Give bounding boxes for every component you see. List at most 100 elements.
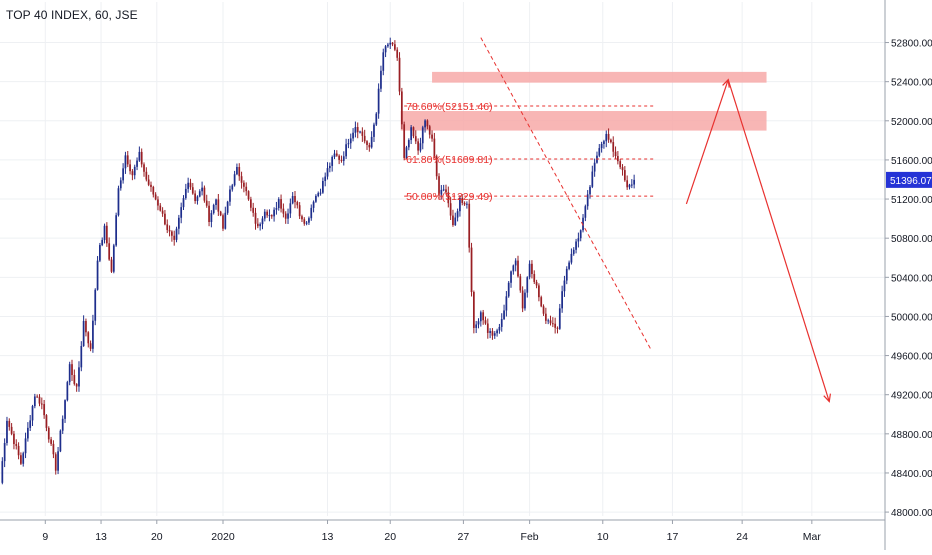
resistance-zone: [432, 71, 767, 83]
candle-body: [166, 224, 169, 230]
candle: [194, 190, 196, 204]
candle-body: [354, 127, 357, 133]
candle-body: [387, 44, 389, 47]
candle: [366, 140, 368, 150]
candle-body: [154, 194, 157, 200]
candle: [570, 248, 573, 265]
candle-body: [277, 199, 280, 209]
candle-body: [456, 211, 459, 218]
candle: [347, 138, 350, 149]
candle-body: [315, 195, 317, 202]
candle-body: [468, 203, 471, 248]
candle-body: [472, 292, 475, 328]
candle: [563, 275, 566, 297]
x-tick-label: 10: [597, 531, 609, 543]
candle: [45, 414, 48, 432]
candle-body: [122, 168, 124, 181]
candle: [628, 183, 631, 190]
trendline: [480, 37, 652, 351]
candle-body: [159, 205, 162, 211]
candle: [17, 442, 20, 460]
candle: [521, 286, 524, 313]
candle-body: [47, 427, 50, 440]
candle-body: [317, 193, 320, 196]
candle-body: [503, 310, 505, 320]
candle: [252, 202, 255, 217]
candle-body: [152, 186, 155, 195]
candle-body: [261, 218, 264, 225]
candle: [229, 185, 231, 206]
candle-body: [266, 211, 268, 216]
x-tick-label: 20: [384, 531, 396, 543]
candle-body: [89, 343, 92, 349]
candle: [319, 188, 322, 196]
candle-body: [215, 199, 217, 205]
candle-body: [505, 296, 508, 311]
candle: [380, 65, 382, 93]
candle-body: [414, 136, 417, 142]
candle: [103, 223, 106, 244]
candle-body: [489, 331, 491, 333]
candle: [245, 182, 248, 196]
candle: [43, 399, 46, 419]
candle-body: [528, 263, 531, 278]
candle: [94, 288, 97, 326]
candle-body: [247, 191, 250, 200]
candle: [168, 225, 171, 237]
fib-level-label: 78.60%(52151.46): [406, 101, 492, 113]
candle-body: [623, 170, 626, 181]
candle-body: [198, 191, 201, 197]
candle-body: [610, 139, 612, 143]
candle-body: [82, 321, 85, 346]
candle-body: [59, 430, 62, 452]
candle: [459, 195, 461, 217]
candle: [607, 128, 610, 143]
candle: [270, 214, 273, 219]
candle: [6, 416, 8, 446]
candle-body: [87, 332, 90, 344]
candle-body: [99, 245, 101, 261]
y-tick-label: 48000.00: [891, 508, 932, 519]
x-tick-label: 17: [667, 531, 679, 543]
candle-body: [584, 206, 587, 218]
candle: [201, 181, 203, 196]
candle: [117, 185, 120, 217]
candle: [138, 146, 141, 162]
candle-body: [254, 212, 257, 224]
candle: [75, 383, 78, 392]
candle-body: [589, 186, 591, 195]
candle: [454, 212, 457, 226]
candle-body: [1, 461, 4, 483]
candle-body: [373, 124, 375, 137]
candle-body: [61, 418, 64, 431]
candle: [596, 151, 598, 164]
candle-body: [8, 420, 11, 427]
candle: [189, 178, 192, 190]
candle: [579, 229, 582, 242]
candle: [407, 138, 410, 151]
candle: [398, 52, 401, 96]
candle-body: [268, 215, 271, 217]
candle-body: [115, 215, 118, 246]
candlestick-series[interactable]: [1, 37, 636, 485]
candle: [461, 193, 464, 206]
candle: [164, 209, 166, 226]
candle-body: [282, 208, 285, 214]
candle: [233, 170, 236, 187]
candle-body: [514, 260, 517, 266]
candle: [136, 157, 138, 171]
candle: [507, 281, 510, 298]
candle-body: [231, 185, 234, 190]
candle: [547, 318, 550, 325]
candle: [524, 289, 526, 311]
candle-body: [331, 156, 334, 166]
y-tick-label: 52800.00: [891, 39, 932, 50]
candle-body: [535, 281, 538, 286]
candle: [54, 452, 57, 475]
y-tick-label: 48800.00: [891, 430, 932, 441]
candle: [256, 218, 259, 229]
candle: [324, 172, 327, 187]
candle: [322, 177, 324, 194]
